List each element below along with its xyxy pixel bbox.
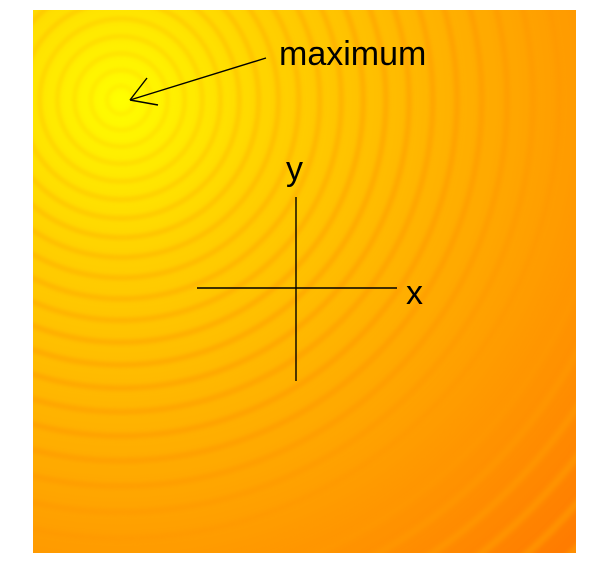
interference-ring: [55, 34, 187, 166]
interference-ring: [33, 10, 536, 515]
maximum-label: maximum: [279, 35, 426, 73]
interference-ring: [33, 10, 261, 240]
interference-ring: [73, 52, 169, 148]
arrow-shaft: [129, 57, 267, 101]
interference-ring: [33, 10, 436, 415]
interference-ring: [33, 10, 301, 280]
interference-ring: [33, 10, 563, 542]
interference-ring: [33, 10, 366, 345]
interference-ring: [33, 10, 412, 391]
interference-ring: [33, 10, 322, 301]
arrow-head-upper: [129, 77, 148, 101]
interference-ring: [33, 10, 344, 323]
y-axis-label: y: [286, 150, 303, 188]
interference-ring: [33, 10, 242, 221]
interference-ring: [33, 10, 485, 464]
interference-ring: [38, 17, 204, 183]
interference-ring: [33, 10, 389, 368]
axes: [197, 197, 397, 381]
maximum-arrow: [129, 57, 267, 106]
interference-ring: [105, 84, 137, 116]
interference-ring: [33, 10, 510, 489]
interference-ring: [33, 10, 281, 260]
interference-ring: [33, 10, 460, 439]
interference-ring: [89, 68, 153, 132]
arrow-head-lower: [129, 99, 159, 106]
x-axis-label: x: [406, 274, 423, 312]
interference-ring: [33, 10, 223, 202]
